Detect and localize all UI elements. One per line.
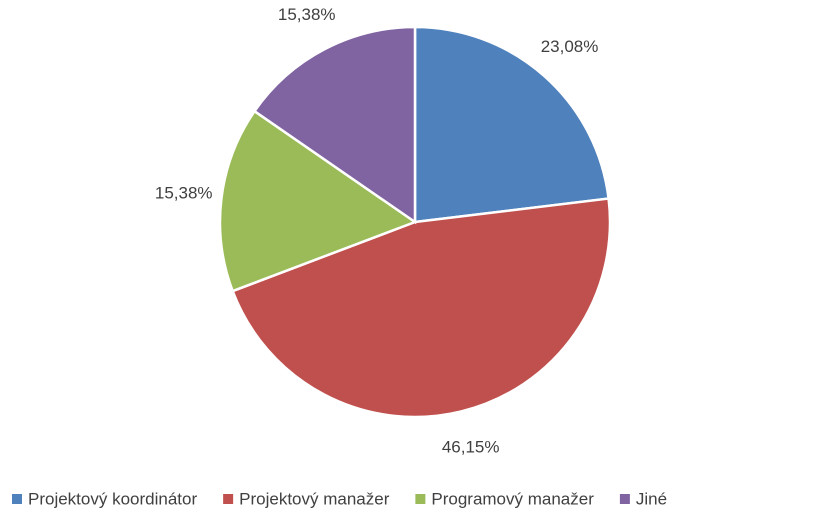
legend-label: Projektový koordinátor [28, 489, 197, 508]
pie-slice [413, 25, 610, 224]
pie-slice [252, 25, 417, 225]
legend-label: Projektový manažer [239, 489, 390, 508]
pie-slice [218, 109, 418, 293]
data-label: 15,38% [278, 5, 336, 24]
legend-label: Jiné [636, 489, 667, 508]
legend-marker [619, 494, 630, 504]
legend-label: Programový manažer [431, 489, 594, 508]
legend-marker [223, 494, 234, 504]
legend-marker [12, 494, 22, 504]
pie-slice [231, 197, 612, 419]
data-label: 46,15% [442, 438, 500, 457]
data-label: 23,08% [541, 37, 599, 56]
legend-marker [415, 494, 426, 504]
data-label: 15,38% [155, 183, 213, 202]
